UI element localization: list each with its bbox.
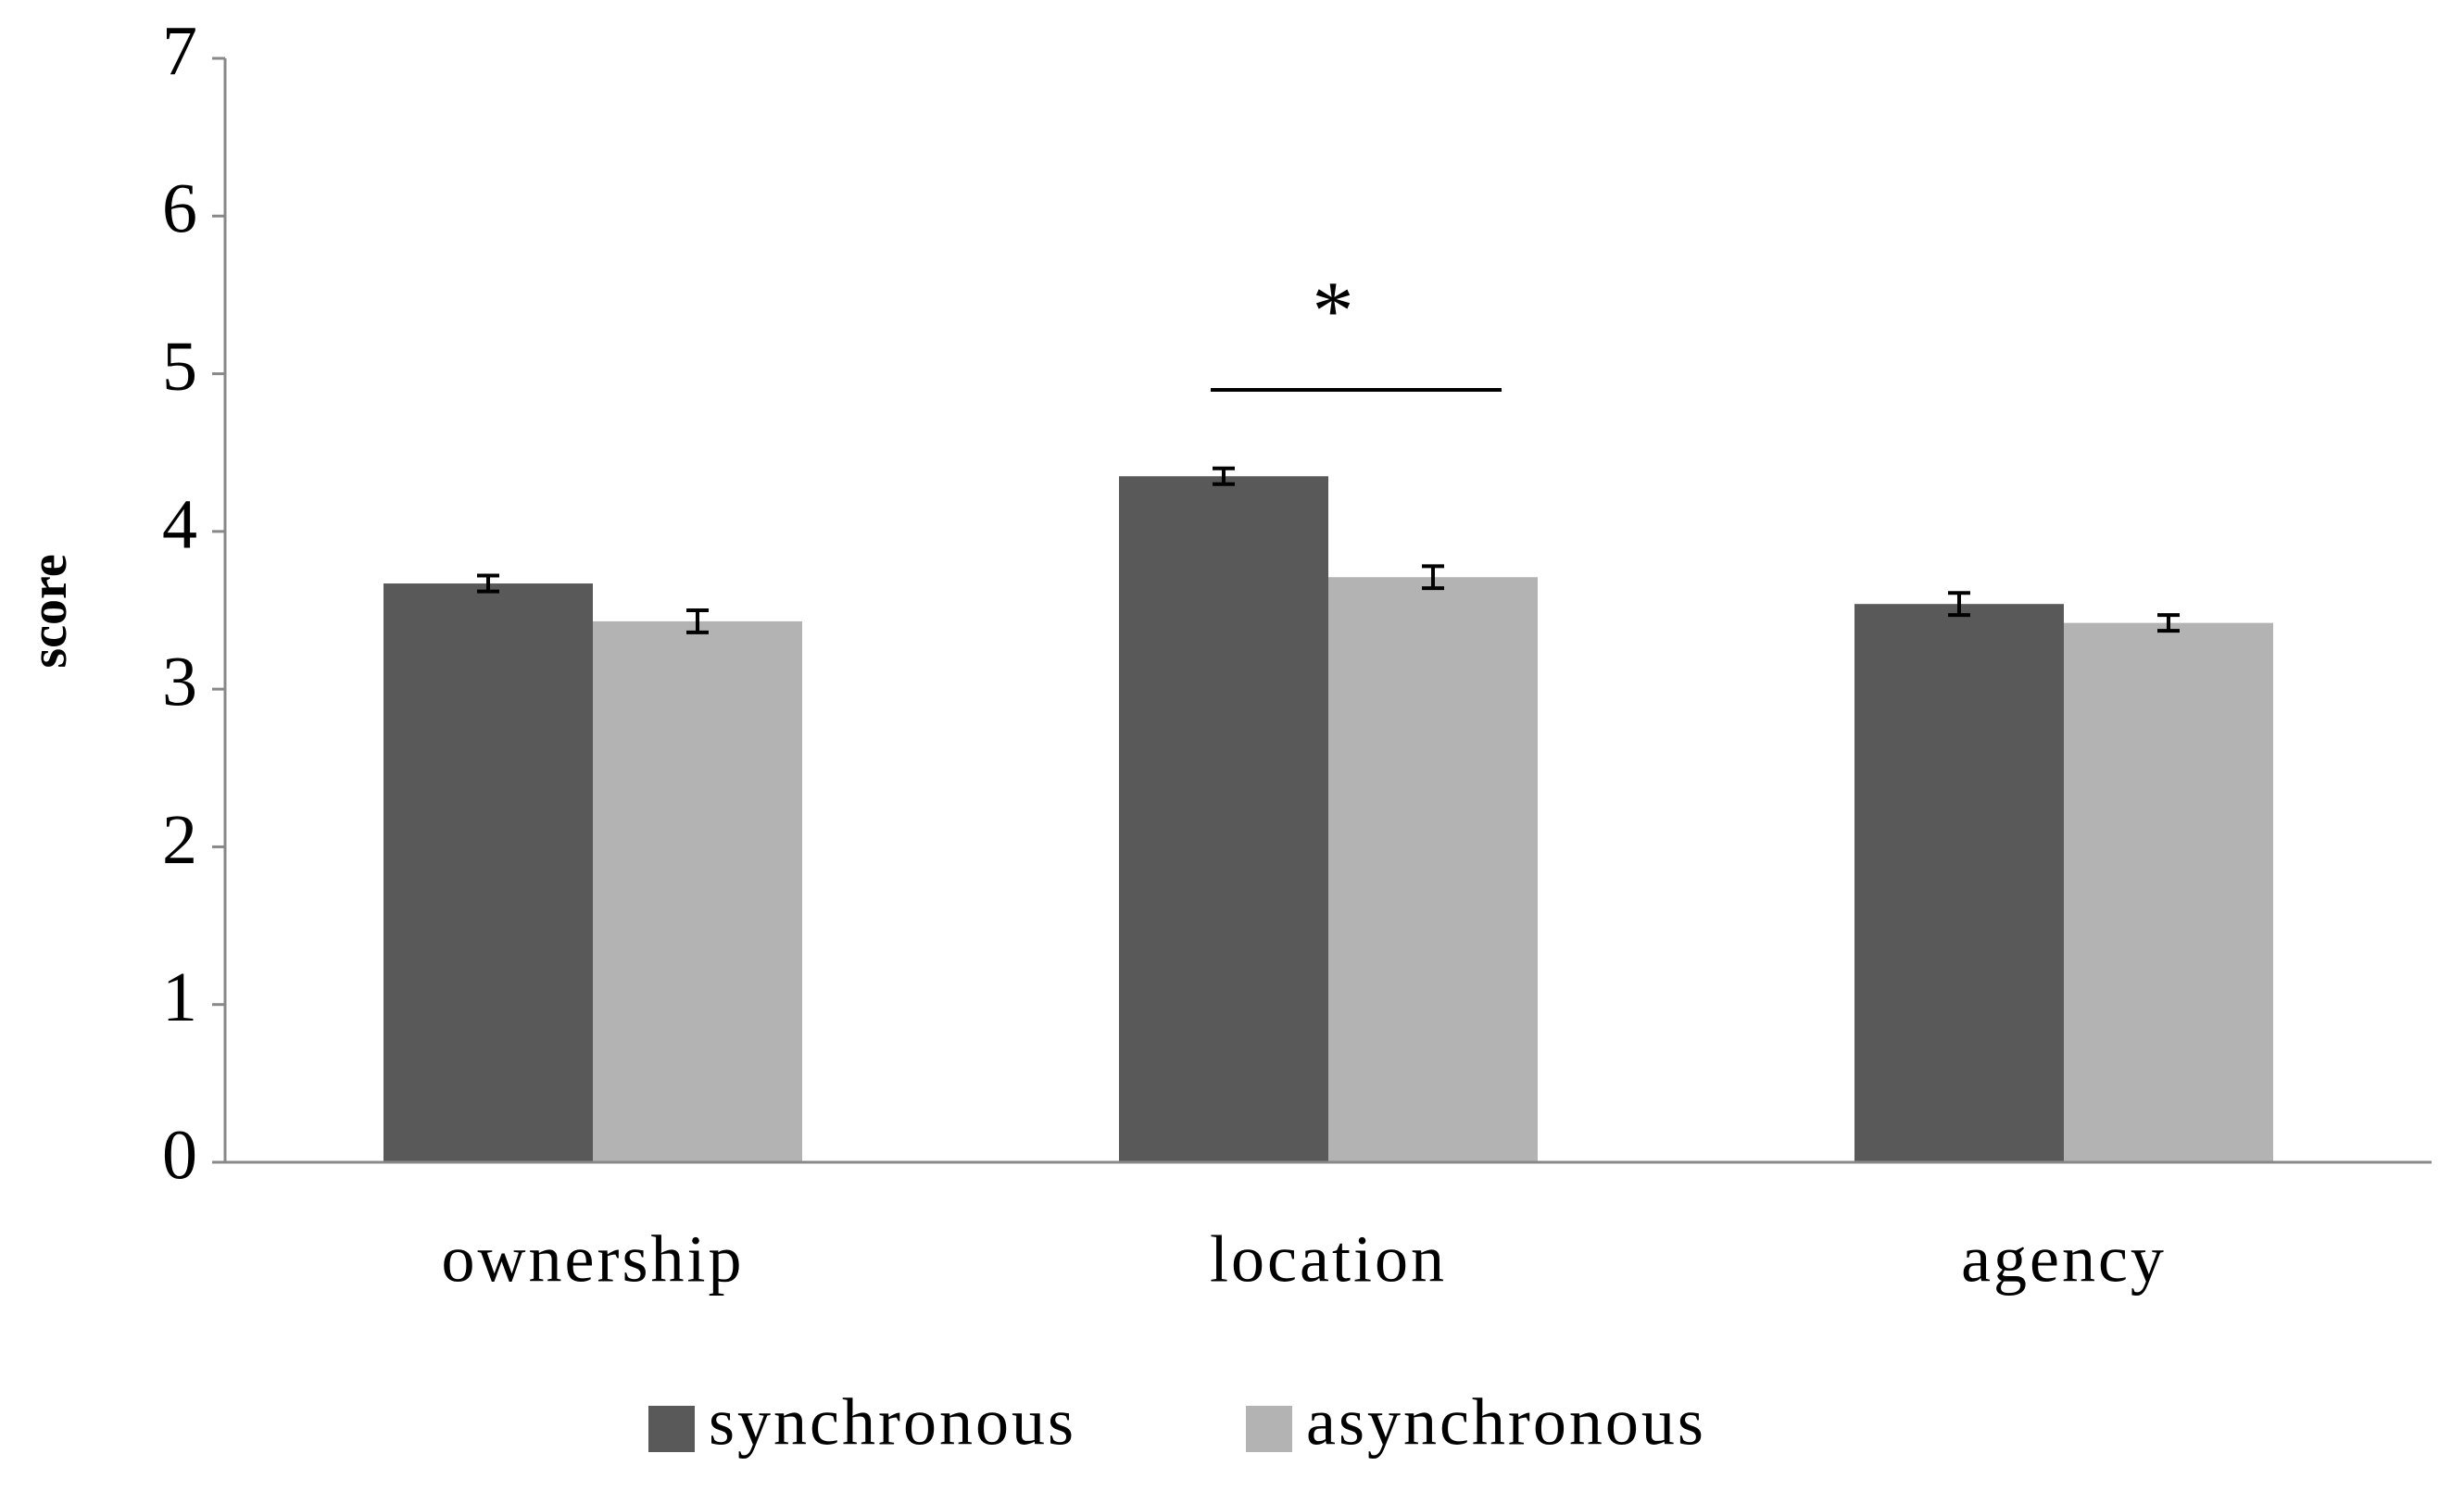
y-tick-label: 2	[162, 801, 197, 879]
legend-swatch	[1246, 1406, 1292, 1452]
y-tick-label: 4	[162, 485, 197, 563]
error-bar	[686, 608, 709, 634]
y-tick-label: 0	[162, 1116, 197, 1194]
legend-label: synchronous	[709, 1385, 1076, 1460]
y-tick-label: 5	[162, 328, 197, 406]
x-tick-label: location	[1210, 1222, 1447, 1297]
y-tick-label: 7	[162, 12, 197, 90]
error-bar	[2157, 613, 2180, 633]
bar	[1854, 604, 2064, 1162]
error-bar	[1948, 591, 1970, 618]
bar	[1119, 476, 1328, 1162]
x-tick-label: agency	[1961, 1222, 2167, 1297]
y-tick-label: 1	[162, 958, 197, 1036]
bar	[2064, 622, 2273, 1162]
error-bar	[1213, 466, 1235, 486]
bar	[1328, 577, 1538, 1162]
y-axis-label: score	[20, 554, 78, 668]
error-bar	[477, 573, 499, 594]
error-bar	[1422, 564, 1444, 591]
x-tick-label: ownership	[442, 1222, 745, 1297]
y-tick-label: 6	[162, 170, 197, 248]
bar	[593, 620, 802, 1162]
annotation: *	[1313, 266, 1354, 357]
y-tick-label: 3	[162, 644, 197, 721]
legend-swatch	[648, 1406, 695, 1452]
legend-label: asynchronous	[1306, 1385, 1706, 1460]
bar	[383, 583, 593, 1162]
